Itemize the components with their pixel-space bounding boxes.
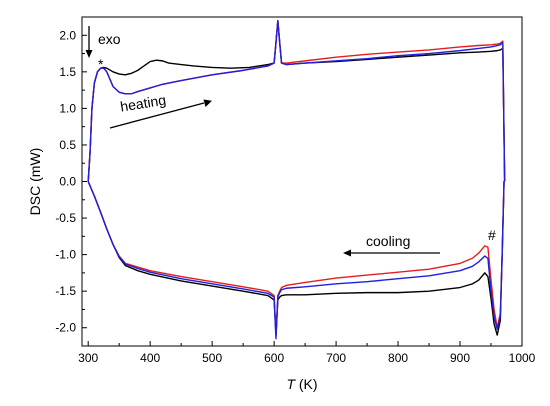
y-tick-label: 1.5 [59,65,76,79]
series-2-cooling-line [87,180,505,336]
cooling-arrow [343,249,440,257]
exo-arrow [85,26,93,58]
series-1-cooling-line [87,180,505,336]
heating-label: heating [119,92,167,115]
y-axis-title: DSC (mW) [27,148,43,216]
star-marker: * [98,56,104,72]
heating-arrow [109,99,212,129]
x-axis-variable: T [286,376,296,392]
y-tick-label: -2.0 [55,321,76,335]
y-tick-label: -1.0 [55,248,76,262]
y-tick-label: 0.5 [59,138,76,152]
x-axis-title: T (K) [286,376,317,392]
plot-frame [81,16,523,347]
series-1-heating-line [87,19,506,182]
x-tick-label: 300 [78,351,98,365]
annotations: exo * heating cooling # [85,26,496,257]
series-group [87,19,506,340]
y-axis: -2.0 -1.5 -1.0 -0.5 0.0 0.5 1.0 1.5 2.0 [55,28,87,335]
y-tick-label: 2.0 [59,28,76,42]
x-tick-label: 1000 [509,351,536,365]
y-tick-label: -1.5 [55,284,76,298]
x-axis: 300 400 500 600 700 800 900 1000 [78,341,536,365]
x-tick-label: 600 [264,351,284,365]
x-axis-unit: (K) [295,376,318,392]
y-tick-label: 0.0 [59,175,76,189]
x-tick-label: 700 [326,351,346,365]
cooling-label: cooling [366,233,410,249]
hash-marker: # [488,227,496,243]
exo-label: exo [98,31,121,47]
x-tick-label: 800 [388,351,408,365]
y-tick-label: 1.0 [59,101,76,115]
y-tick-label: -0.5 [55,211,76,225]
series-3-heating-line [87,19,506,182]
x-tick-label: 400 [140,351,160,365]
x-tick-label: 500 [202,351,222,365]
series-3-cooling-line [87,180,505,340]
x-tick-label: 900 [450,351,470,365]
